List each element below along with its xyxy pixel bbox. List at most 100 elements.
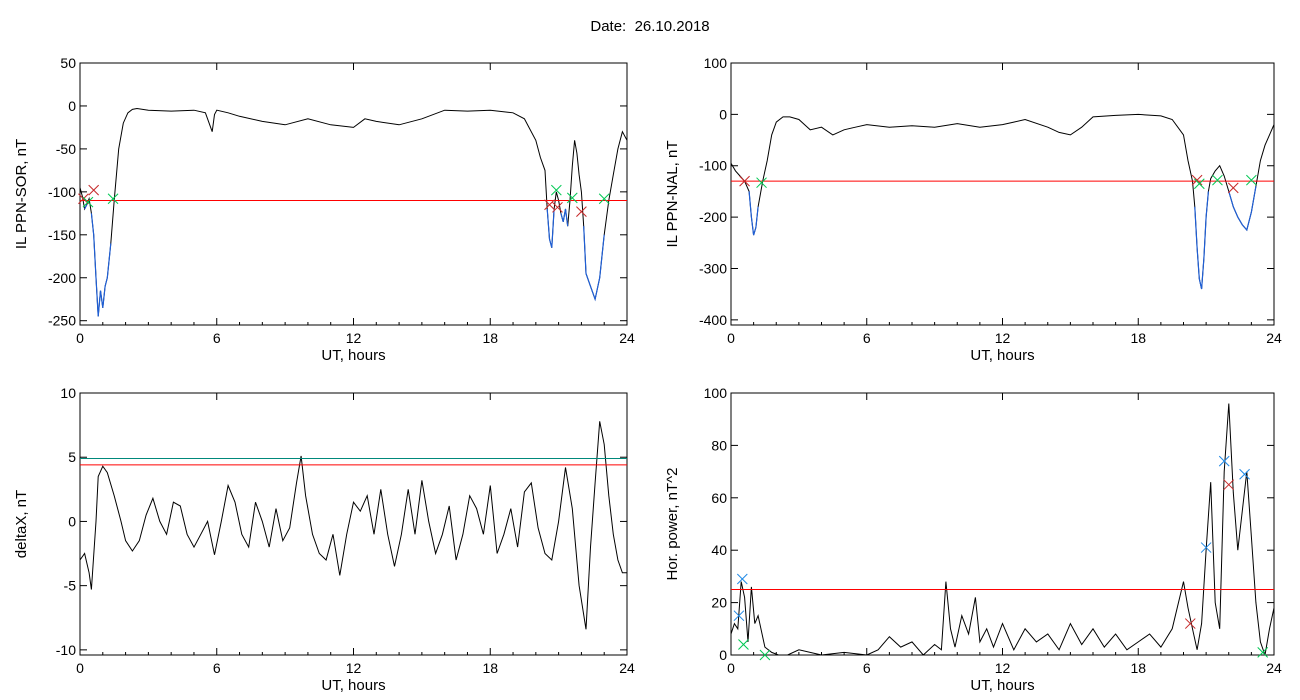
chart-deltax: 0 6 12 18 24 10 5 0 -5 -10 UT, hours deltaX, nT	[13, 385, 635, 694]
event-marker	[78, 193, 89, 205]
series-line	[80, 107, 627, 317]
event-marker	[544, 199, 555, 211]
event-marker	[566, 192, 578, 204]
x-tick-label: 18	[482, 660, 498, 676]
series-line	[731, 403, 1274, 655]
y-tick-label: 10	[60, 385, 76, 401]
x-tick-label: 6	[863, 660, 871, 676]
y-tick-label: 0	[68, 513, 76, 529]
x-tick-label: 12	[346, 660, 362, 676]
event-marker	[733, 610, 745, 622]
x-axis-label: UT, hours	[970, 347, 1034, 364]
x-axis-label: UT, hours	[970, 677, 1034, 694]
plot-frame	[79, 62, 628, 326]
y-tick-label: -400	[699, 312, 727, 328]
y-tick-label: -100	[48, 184, 76, 200]
y-tick-label: -300	[699, 260, 727, 276]
event-marker	[1218, 455, 1230, 467]
event-marker	[738, 639, 749, 650]
x-tick-label: 12	[995, 660, 1011, 676]
y-tick-label: -200	[699, 209, 727, 225]
event-marker	[552, 201, 563, 213]
y-tick-label: -10	[56, 642, 76, 658]
y-tick-label: -5	[64, 578, 77, 594]
x-tick-label: 18	[1130, 660, 1146, 676]
y-tick-label: -50	[56, 141, 76, 157]
y-axis-label: Hor. power, nT^2	[664, 468, 681, 581]
x-tick-label: 0	[727, 330, 735, 346]
x-tick-label: 24	[619, 330, 635, 346]
y-tick-label: 0	[68, 98, 76, 114]
chart-power: 0 6 12 18 24 100 80 60 40 20 0 UT, hours Hor. power,…	[664, 385, 1282, 694]
event-marker	[1191, 174, 1203, 186]
x-tick-label: 24	[619, 660, 635, 676]
event-marker	[736, 573, 748, 585]
event-marker	[1184, 618, 1196, 629]
x-tick-label: 0	[76, 330, 84, 346]
y-tick-label: -200	[48, 270, 76, 286]
event-marker	[756, 177, 767, 189]
event-marker	[1200, 542, 1212, 553]
page-title: Date: 26.10.2018	[0, 18, 1300, 35]
date-value: 26.10.2018	[634, 18, 710, 35]
x-tick-label: 18	[482, 330, 498, 346]
x-tick-label: 12	[346, 330, 362, 346]
x-axis-label: UT, hours	[321, 347, 385, 364]
chart-nal: 0 6 12 18 24 100 0 -100 -200 -300 -400 UT, hours IL …	[664, 55, 1282, 364]
y-tick-label: 100	[704, 55, 728, 71]
y-axis-label: deltaX, nT	[13, 490, 30, 558]
date-label: Date:	[590, 18, 627, 35]
y-tick-label: 100	[704, 385, 728, 401]
series-highlight	[1228, 186, 1257, 232]
series-highlight	[90, 213, 112, 317]
x-tick-label: 0	[727, 660, 735, 676]
event-marker	[739, 175, 750, 187]
x-tick-label: 6	[213, 330, 221, 346]
y-axis-label: IL PPN-SOR, nT	[13, 139, 30, 249]
x-tick-label: 6	[213, 660, 221, 676]
y-tick-label: 50	[60, 55, 76, 71]
event-marker	[576, 206, 587, 217]
event-marker	[1193, 178, 1205, 190]
x-tick-label: 18	[1130, 330, 1146, 346]
plot-frame	[730, 62, 1275, 326]
plot-frame	[79, 392, 628, 656]
event-marker	[1227, 182, 1239, 194]
y-tick-label: 40	[711, 542, 727, 558]
x-tick-label: 24	[1266, 330, 1282, 346]
plot-frame	[730, 392, 1275, 656]
event-marker	[1223, 479, 1235, 491]
series-line	[731, 113, 1274, 290]
event-marker	[550, 184, 562, 196]
series-highlight	[84, 204, 88, 210]
y-tick-label: -150	[48, 227, 76, 243]
event-marker	[1239, 468, 1250, 480]
series-highlight	[1194, 191, 1209, 290]
series-highlight	[560, 208, 569, 227]
y-tick-label: 80	[711, 437, 727, 453]
event-marker	[598, 193, 610, 205]
x-axis-label: UT, hours	[321, 677, 385, 694]
y-tick-label: 20	[711, 595, 727, 611]
series-highlight	[546, 208, 555, 248]
y-tick-label: -250	[48, 313, 76, 329]
event-marker	[107, 193, 119, 205]
y-tick-label: 0	[719, 106, 727, 122]
x-tick-label: 0	[76, 660, 84, 676]
event-marker	[1212, 174, 1223, 186]
y-tick-label: -100	[699, 158, 727, 174]
x-tick-label: 6	[863, 330, 871, 346]
series-highlight	[748, 191, 759, 236]
y-tick-label: 5	[68, 449, 76, 465]
event-marker	[1246, 174, 1257, 186]
series-line	[80, 421, 627, 630]
event-marker	[88, 184, 100, 196]
x-tick-label: 12	[995, 330, 1011, 346]
x-tick-label: 24	[1266, 660, 1282, 676]
event-marker	[82, 196, 94, 208]
y-axis-label: IL PPN-NAL, nT	[664, 141, 681, 248]
y-tick-label: 60	[711, 490, 727, 506]
chart-sor: 0 6 12 18 24 50 0 -50 -100 -150 -200 -250 UT, hours I…	[13, 55, 635, 364]
event-marker	[1257, 647, 1269, 658]
